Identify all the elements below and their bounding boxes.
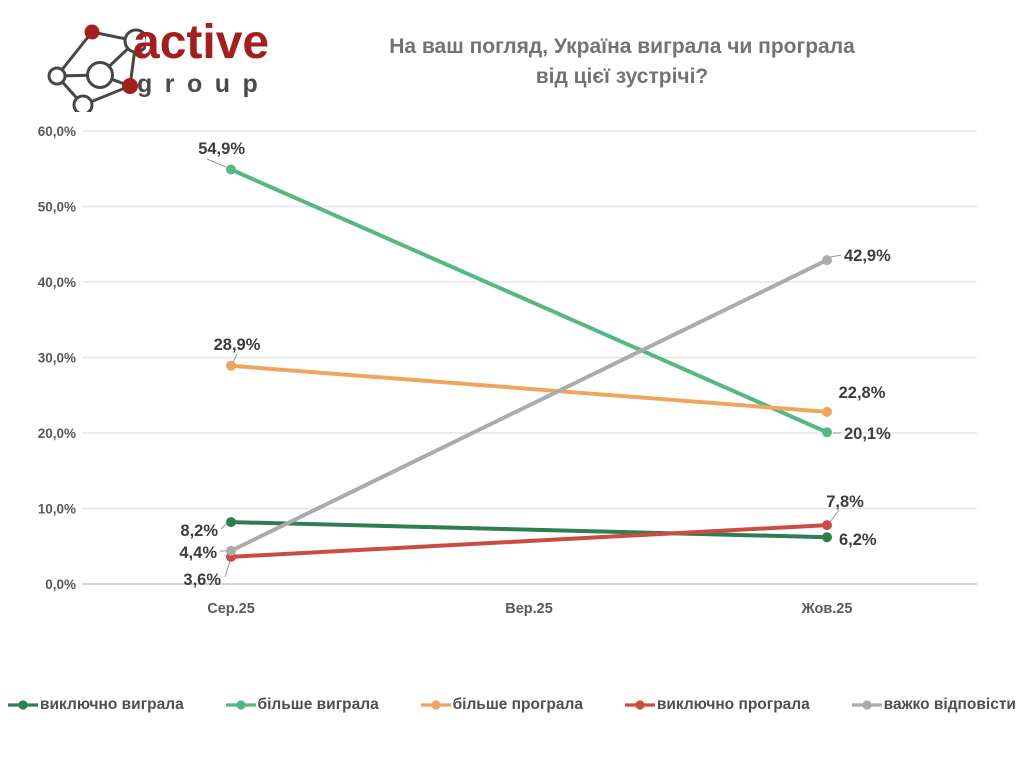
- data-point-label: 42,9%: [844, 247, 891, 265]
- data-point-marker: [226, 517, 236, 528]
- legend-item: більше виграла: [225, 696, 379, 714]
- legend-label: виключно виграла: [40, 696, 184, 713]
- data-point-label: 8,2%: [180, 522, 218, 540]
- line-chart-canvas: 0,0% 10,0% 20,0% 30,0% 40,0% 50,0% 60,0% Сер.25…: [38, 124, 977, 617]
- logo-wordmark-group: group: [137, 70, 271, 98]
- data-point-label: 7,8%: [826, 493, 864, 511]
- logo-wordmark-active: active: [133, 16, 270, 69]
- legend-item: виключно виграла: [8, 696, 184, 714]
- data-point-marker: [226, 360, 236, 371]
- chart-title-line1: На ваш погляд, Україна виграла чи програ…: [389, 35, 855, 58]
- label-leader-line: [206, 158, 227, 168]
- x-axis-category-label: Вер.25: [505, 601, 553, 617]
- label-leader-line: [830, 254, 842, 258]
- y-axis-tick-label: 0,0%: [45, 577, 76, 592]
- data-point-label: 4,4%: [179, 544, 217, 562]
- logo-wordmark: active group: [133, 18, 313, 99]
- data-point-label: 28,9%: [214, 336, 261, 354]
- legend-item: виключно програла: [624, 696, 810, 714]
- x-axis-category-label: Сер.25: [207, 601, 255, 617]
- y-axis-tick-label: 20,0%: [38, 426, 76, 441]
- data-point-label: 3,6%: [183, 571, 221, 589]
- y-axis-tick-label: 10,0%: [38, 502, 76, 517]
- legend-series-marker-icon: [851, 700, 882, 710]
- logo-network-icon: [47, 24, 146, 112]
- label-leader-line: [224, 560, 231, 578]
- y-axis-tick-label: 40,0%: [38, 275, 76, 290]
- x-axis-category-label: Жов.25: [801, 601, 853, 617]
- chart-title-line2: від цієї зустрічі?: [535, 65, 709, 88]
- series-line: [229, 167, 829, 435]
- data-point-marker: [822, 406, 832, 417]
- legend-label: важко відповісти: [883, 696, 1016, 713]
- logo: active group: [26, 8, 326, 112]
- data-point-marker: [822, 255, 832, 266]
- data-point-label: 6,2%: [839, 531, 877, 549]
- chart-legend: виключно виграла більше виграла більше про…: [0, 691, 1024, 719]
- y-axis-tick-label: 50,0%: [38, 200, 76, 215]
- label-leader-line: [829, 509, 840, 523]
- y-axis-tick-label: 60,0%: [38, 124, 76, 139]
- legend-series-marker-icon: [225, 700, 256, 710]
- series-line: [229, 520, 829, 540]
- legend-label: більше програла: [452, 696, 583, 713]
- data-point-marker: [822, 427, 832, 438]
- legend-label: більше виграла: [257, 696, 379, 713]
- data-point-label: 22,8%: [839, 384, 886, 402]
- data-point-label: 54,9%: [198, 140, 245, 158]
- series-line: [229, 523, 829, 559]
- legend-item: важко відповісти: [851, 696, 1016, 714]
- legend-label: виключно програла: [656, 696, 810, 713]
- chart-title: На ваш погляд, Україна виграла чи програ…: [322, 32, 922, 92]
- label-leader-line: [232, 353, 238, 363]
- data-point-label: 20,1%: [844, 425, 891, 443]
- legend-series-marker-icon: [420, 700, 451, 710]
- data-point-marker: [226, 545, 236, 556]
- data-point-marker: [822, 520, 832, 531]
- data-point-marker: [226, 164, 236, 175]
- legend-item: більше програла: [420, 696, 583, 714]
- series-line: [229, 258, 829, 553]
- legend-series-marker-icon: [8, 700, 38, 710]
- series-line: [229, 363, 829, 414]
- y-axis-tick-label: 30,0%: [38, 351, 76, 366]
- legend-series-marker-icon: [624, 700, 655, 710]
- data-point-marker: [822, 532, 832, 543]
- label-leader-line: [220, 522, 228, 530]
